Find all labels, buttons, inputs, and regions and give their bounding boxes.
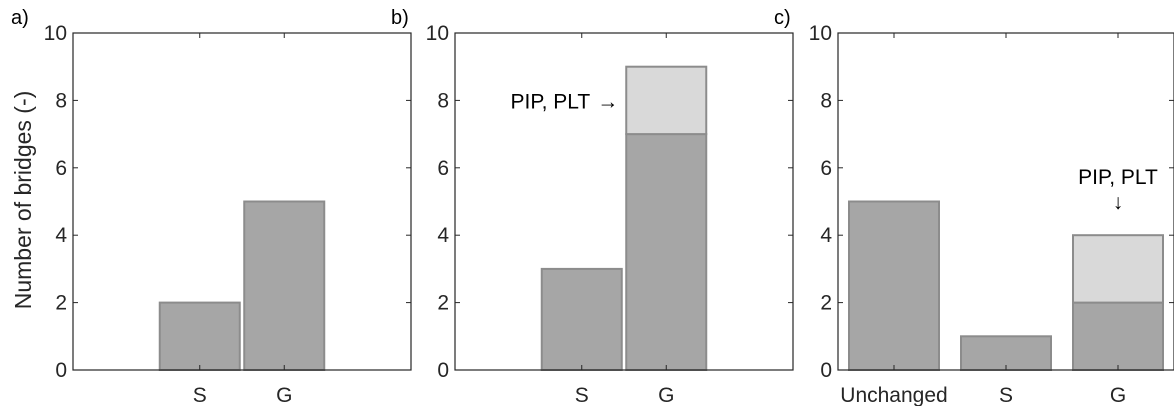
annotation-arrow: ↓ [1113,191,1124,214]
y-tick-label: 4 [437,224,449,247]
y-tick-label: 6 [55,157,67,180]
axes-box [72,32,412,371]
y-tick-label: 6 [820,157,832,180]
y-tick-label: 10 [44,22,67,45]
annotation-text: PIP, PLT [1078,166,1158,189]
y-tick-label: 4 [820,224,832,247]
bar-base-unchanged [848,200,940,371]
bar-base-s [960,335,1052,371]
annotation-text: PIP, PLT [510,90,590,113]
y-tick-label: 8 [437,89,449,112]
y-tick-label: 0 [55,359,67,382]
x-tick-label: S [193,384,207,406]
chart-panel-3: 0 2 4 6 8 10 Unchanged S Gc) PIP, PLT↓ [774,7,1174,406]
y-tick-label: 0 [820,359,832,382]
x-tick-label: S [999,384,1013,406]
chart-panel-2: 0 2 4 6 8 10 S Gb) → PIP, PLT [391,7,794,406]
panel-label: b) [391,7,409,29]
x-tick-label: G [1110,384,1126,406]
y-tick-label: 8 [820,89,832,112]
y-tick-label: 2 [820,292,832,315]
bar-stack-g [1072,234,1164,304]
y-tick-label: 10 [426,22,449,45]
panel-label: a) [11,7,29,29]
x-tick-label: S [575,384,589,406]
y-tick-label: 8 [55,89,67,112]
bar-stack-g [625,65,708,136]
bar-base-g [625,133,708,371]
panel-label: c) [774,7,791,29]
y-tick-label: 6 [437,157,449,180]
y-tick-label: 2 [55,292,67,315]
annotation-arrow: → [597,90,618,113]
y-tick-label: 4 [55,224,67,247]
y-tick-label: 0 [437,359,449,382]
axes-box [454,32,794,371]
x-tick-label: G [276,384,292,406]
bar-base-s [540,267,623,371]
y-axis-label: Number of bridges (-) [10,91,36,310]
y-tick-label: 10 [809,22,832,45]
panels: 0 2 4 6 8 10 S Ga) 0 2 4 6 8 10 S Gb) → PIP, PLT 0 2 4 6 8 10 Un… [11,7,1174,406]
bar-base-s [158,301,241,372]
chart-panel-1: 0 2 4 6 8 10 S Ga) [11,7,412,406]
x-tick-label: G [658,384,674,406]
x-tick-label: Unchanged [840,384,947,406]
bar-base-g [1072,301,1164,372]
y-tick-label: 2 [437,292,449,315]
bar-base-g [243,200,326,371]
